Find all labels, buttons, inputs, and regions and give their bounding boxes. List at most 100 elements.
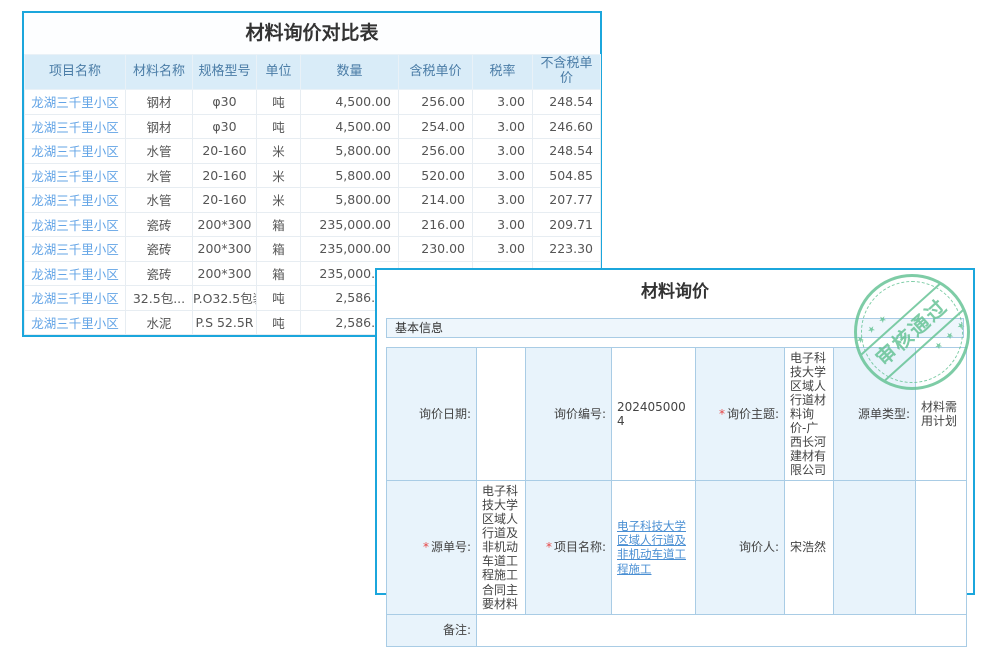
table-cell: 207.77 — [532, 187, 601, 213]
table-cell: 吨 — [256, 89, 301, 115]
inquiry-form-table: 询价日期: 询价编号: 2024050004 * 询价主题: 电子科技大学区域人行… — [386, 346, 967, 647]
table-cell: 钢材 — [125, 89, 193, 115]
subject-value: 电子科技大学区域人行道材料询价-广西长河建材有限公司 — [784, 346, 834, 482]
table-cell: φ30 — [192, 89, 257, 115]
table-cell: 256.00 — [398, 89, 473, 115]
inquiry-date-value — [476, 346, 526, 482]
table-cell: 5,800.00 — [300, 138, 399, 164]
required-asterisk: * — [545, 540, 552, 555]
table-cell: 520.00 — [398, 162, 473, 188]
project-name-label-cell: * 项目名称: — [525, 480, 612, 615]
table-cell: 米 — [256, 138, 301, 164]
table-cell: 吨 — [256, 309, 301, 335]
table-cell: 235,000.00 — [300, 211, 399, 237]
table-cell: 5,800.00 — [300, 187, 399, 213]
table-cell: P.O32.5包装 — [192, 285, 257, 311]
inquiry-form-title: 材料询价 — [641, 282, 709, 302]
table-cell: 米 — [256, 162, 301, 188]
table-cell: 235,000.00 — [300, 236, 399, 262]
source-type-label-cell: 源单类型: — [833, 346, 916, 482]
project-link[interactable]: 龙湖三千里小区 — [31, 242, 119, 258]
table-cell: 254.00 — [398, 113, 473, 139]
table-cell: 32.5包... — [125, 285, 193, 311]
project-link[interactable]: 龙湖三千里小区 — [31, 217, 119, 233]
table-cell: 214.00 — [398, 187, 473, 213]
table-cell: 水泥 — [125, 309, 193, 335]
table-cell: 箱 — [256, 236, 301, 262]
table-cell: 3.00 — [472, 162, 533, 188]
project-link[interactable]: 龙湖三千里小区 — [31, 315, 119, 331]
table-cell: 吨 — [256, 113, 301, 139]
table-row: 龙湖三千里小区 钢材 φ30 吨 4,500.00 254.00 3.00 246.60 — [24, 113, 601, 139]
table-cell: 248.54 — [532, 89, 601, 115]
project-link[interactable]: 龙湖三千里小区 — [31, 95, 119, 111]
project-name-link[interactable]: 电子科技大学区域人行道及非机动车道工程施工 — [617, 518, 686, 576]
subject-label-cell: * 询价主题: — [695, 346, 785, 482]
basic-info-section-header: 基本信息 — [386, 318, 964, 338]
column-header-spec: 规格型号 — [192, 54, 257, 90]
table-cell: 209.71 — [532, 211, 601, 237]
inquiry-no-value: 2024050004 — [611, 346, 696, 482]
table-cell: 200*300 — [192, 260, 257, 286]
table-row: 龙湖三千里小区 钢材 φ30 吨 4,500.00 256.00 3.00 248.54 — [24, 89, 601, 115]
table-cell: 水管 — [125, 187, 193, 213]
project-link[interactable]: 龙湖三千里小区 — [31, 266, 119, 282]
table-cell: 20-160 — [192, 187, 257, 213]
project-link[interactable]: 龙湖三千里小区 — [31, 291, 119, 307]
project-cell: 龙湖三千里小区 — [24, 309, 126, 335]
source-no-label-cell: * 源单号: — [386, 480, 477, 615]
table-row: 龙湖三千里小区 水管 20-160 米 5,800.00 214.00 3.00 207.77 — [24, 187, 601, 213]
project-cell: 龙湖三千里小区 — [24, 138, 126, 164]
column-header-tax-rate: 税率 — [472, 54, 533, 90]
column-header-project: 项目名称 — [24, 54, 126, 90]
table-cell: 200*300 — [192, 236, 257, 262]
table-cell: 216.00 — [398, 211, 473, 237]
column-header-material: 材料名称 — [125, 54, 193, 90]
table-cell: 504.85 — [532, 162, 601, 188]
source-no-label: 源单号: — [430, 540, 471, 555]
source-type-value: 材料需用计划 — [915, 346, 967, 482]
column-header-unit: 单位 — [256, 54, 301, 90]
project-cell: 龙湖三千里小区 — [24, 162, 126, 188]
project-link[interactable]: 龙湖三千里小区 — [31, 168, 119, 184]
table-cell: 3.00 — [472, 113, 533, 139]
table-cell: 米 — [256, 187, 301, 213]
project-cell: 龙湖三千里小区 — [24, 211, 126, 237]
table-cell: 246.60 — [532, 113, 601, 139]
source-no-value: 电子科技大学区域人行道及非机动车道工程施工合同主要材料 — [476, 480, 526, 615]
table-cell: 20-160 — [192, 138, 257, 164]
column-header-price-no-tax: 不含税单价 — [532, 54, 601, 90]
inquiry-no-label-cell: 询价编号: — [525, 346, 612, 482]
project-name-value-cell: 电子科技大学区域人行道及非机动车道工程施工 — [611, 480, 696, 615]
source-type-label: 源单类型: — [857, 407, 910, 422]
table-cell: 瓷砖 — [125, 211, 193, 237]
table-cell: 瓷砖 — [125, 236, 193, 262]
inquiry-no-label: 询价编号: — [553, 407, 606, 422]
project-cell: 龙湖三千里小区 — [24, 187, 126, 213]
table-row: 龙湖三千里小区 水管 20-160 米 5,800.00 520.00 3.00 504.85 — [24, 162, 601, 188]
project-link[interactable]: 龙湖三千里小区 — [31, 119, 119, 135]
table-cell: 3.00 — [472, 89, 533, 115]
required-asterisk: * — [422, 540, 429, 555]
inquiry-date-label: 询价日期: — [418, 407, 471, 422]
remark-label: 备注: — [442, 623, 471, 638]
project-cell: 龙湖三千里小区 — [24, 260, 126, 286]
table-row: 龙湖三千里小区 瓷砖 200*300 箱 235,000.00 230.00 3.00 223… — [24, 236, 601, 262]
comparison-table-title: 材料询价对比表 — [24, 13, 600, 54]
required-asterisk: * — [718, 407, 725, 422]
project-link[interactable]: 龙湖三千里小区 — [31, 193, 119, 209]
table-cell: 230.00 — [398, 236, 473, 262]
project-link[interactable]: 龙湖三千里小区 — [31, 144, 119, 160]
column-header-price-tax: 含税单价 — [398, 54, 473, 90]
table-cell: 200*300 — [192, 211, 257, 237]
inquirer-label: 询价人: — [738, 540, 779, 555]
table-cell: 20-160 — [192, 162, 257, 188]
inquiry-form-panel: 材料询价 基本信息 询价日期: 询价编号: 2024050004 * 询价主题: … — [375, 268, 975, 647]
table-row: 龙湖三千里小区 水管 20-160 米 5,800.00 256.00 3.00 248.54 — [24, 138, 601, 164]
project-cell: 龙湖三千里小区 — [24, 236, 126, 262]
table-cell: 3.00 — [472, 138, 533, 164]
table-cell: P.S 52.5R — [192, 309, 257, 335]
project-cell: 龙湖三千里小区 — [24, 113, 126, 139]
table-cell: φ30 — [192, 113, 257, 139]
table-cell: 3.00 — [472, 236, 533, 262]
